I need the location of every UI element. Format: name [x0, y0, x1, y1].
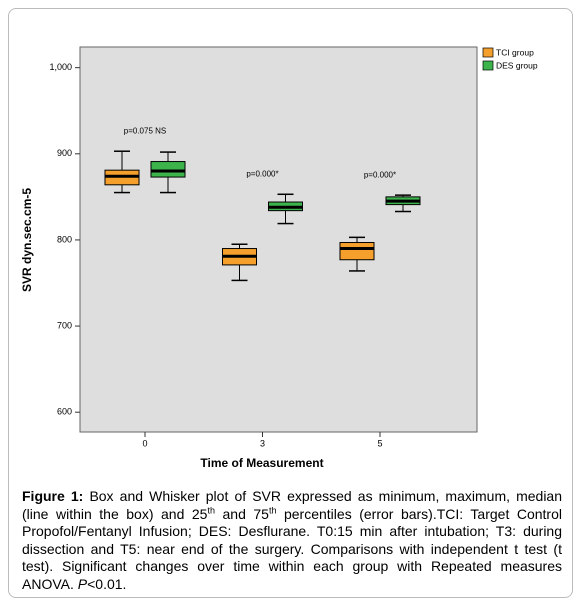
legend-swatch [482, 47, 494, 58]
y-tick-label: 900 [57, 148, 72, 158]
caption-text: Box and Whisker plot of SVR expressed as… [22, 488, 563, 522]
legend-swatch [482, 60, 494, 71]
figure-frame [8, 8, 573, 598]
annotation: p=0.000* [364, 170, 396, 179]
annotation: p=0.000* [246, 169, 278, 178]
chart: Time of Measurement SVR dyn.sec.cm-5 600… [20, 46, 538, 470]
plot-area [79, 46, 478, 433]
y-tick-label: 600 [57, 407, 72, 417]
box [339, 242, 375, 261]
caption-italic: P [77, 575, 88, 592]
x-tick-label: 0 [142, 438, 147, 448]
x-tick-label: 3 [260, 438, 265, 448]
legend-label: TCI group [496, 47, 534, 57]
caption-text: percentiles (error bars).TCI: Target Con… [22, 505, 562, 592]
caption-sup: th [207, 504, 215, 515]
y-tick-label: 800 [57, 234, 72, 244]
caption-text: <0.01. [87, 575, 127, 592]
y-tick-label: 700 [57, 320, 72, 330]
y-axis-label: SVR dyn.sec.cm-5 [20, 188, 34, 292]
annotation: p=0.075 NS [124, 126, 166, 135]
legend-label: DES group [496, 60, 538, 70]
x-tick-label: 5 [377, 438, 382, 448]
box [150, 161, 186, 178]
caption-text: and 75 [214, 505, 269, 522]
caption: Figure 1: Box and Whisker plot of SVR ex… [22, 488, 562, 593]
y-tick-label: 1,000 [49, 62, 72, 72]
caption-label: Figure 1: [22, 488, 84, 504]
caption-sup: th [268, 504, 277, 515]
x-axis-label: Time of Measurement [200, 456, 323, 470]
